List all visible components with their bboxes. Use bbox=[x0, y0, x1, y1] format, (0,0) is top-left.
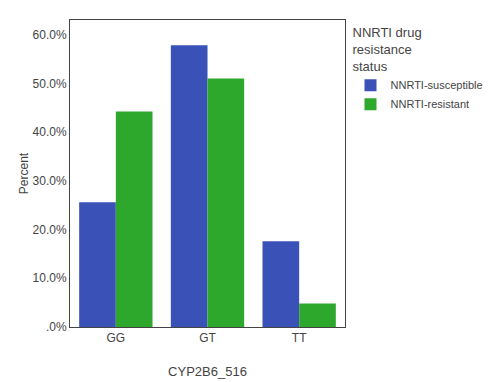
svg-text:.0%: .0% bbox=[46, 320, 67, 334]
svg-text:NNRTI-resistant: NNRTI-resistant bbox=[391, 98, 470, 110]
svg-text:50.0%: 50.0% bbox=[33, 77, 67, 91]
svg-text:10.0%: 10.0% bbox=[33, 271, 67, 285]
svg-text:40.0%: 40.0% bbox=[33, 125, 67, 139]
svg-text:NNRTI drugresistancestatus: NNRTI drugresistancestatus bbox=[353, 25, 422, 74]
svg-text:TT: TT bbox=[292, 331, 307, 345]
svg-text:Percent: Percent bbox=[17, 152, 31, 194]
svg-text:GG: GG bbox=[106, 331, 125, 345]
svg-text:20.0%: 20.0% bbox=[33, 223, 67, 237]
svg-text:NNRTI-susceptible: NNRTI-susceptible bbox=[391, 79, 483, 91]
svg-text:GT: GT bbox=[199, 331, 216, 345]
svg-text:60.0%: 60.0% bbox=[33, 28, 67, 42]
svg-text:30.0%: 30.0% bbox=[33, 174, 67, 188]
svg-text:CYP2B6_516: CYP2B6_516 bbox=[168, 364, 247, 379]
